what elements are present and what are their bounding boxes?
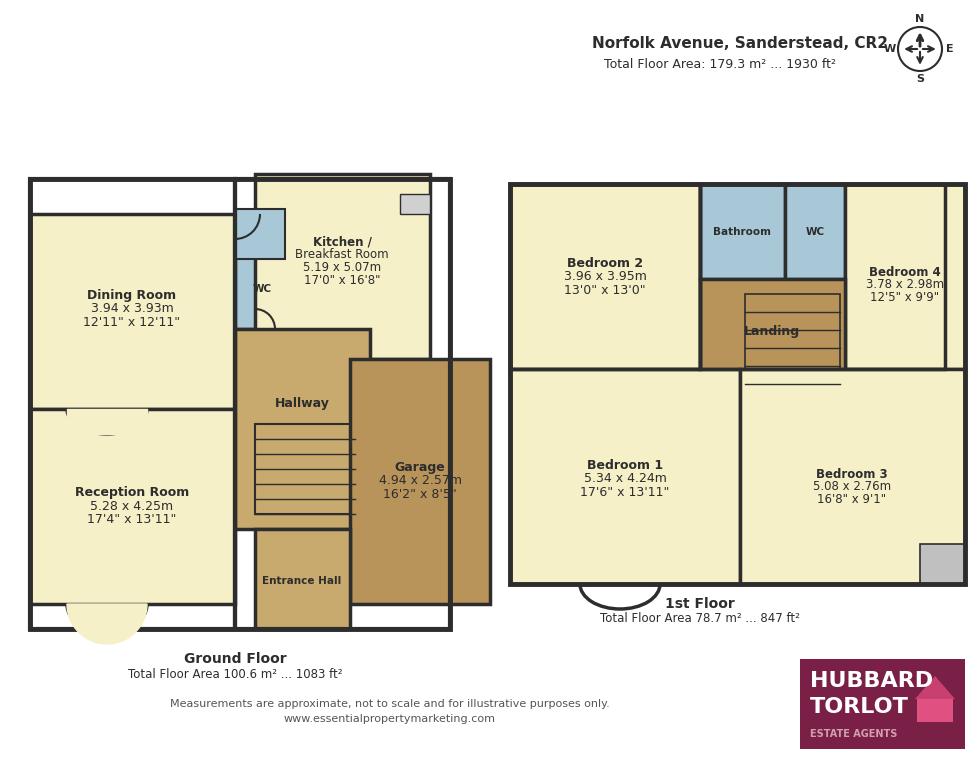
Bar [700, 279, 845, 389]
Text: Entrance Hall: Entrance Hall [263, 576, 342, 586]
Text: 5.34 x 4.24m: 5.34 x 4.24m [583, 473, 666, 486]
Text: Total Floor Area 100.6 m² ... 1083 ft²: Total Floor Area 100.6 m² ... 1083 ft² [127, 667, 342, 681]
Text: 3.78 x 2.98m: 3.78 x 2.98m [866, 279, 944, 291]
Bar [235, 249, 300, 329]
Text: 16'8" x 9'1": 16'8" x 9'1" [817, 493, 887, 506]
Text: ESTATE AGENTS: ESTATE AGENTS [810, 729, 898, 739]
Text: Garage: Garage [395, 461, 445, 474]
Bar [30, 179, 235, 629]
Text: 17'0" x 16'8": 17'0" x 16'8" [304, 274, 380, 287]
Text: Total Floor Area: 179.3 m² ... 1930 ft²: Total Floor Area: 179.3 m² ... 1930 ft² [604, 58, 836, 71]
Bar [30, 214, 235, 409]
Bar [30, 179, 450, 629]
Text: S: S [916, 74, 924, 84]
Bar [745, 294, 840, 384]
Bar [510, 184, 965, 584]
Text: N: N [915, 14, 924, 24]
Bar [235, 329, 370, 529]
Text: HUBBARD: HUBBARD [810, 671, 933, 691]
Polygon shape [915, 676, 955, 699]
Bar [510, 369, 740, 584]
Text: WC: WC [806, 227, 824, 237]
Bar [845, 184, 965, 369]
Text: 12'11" x 12'11": 12'11" x 12'11" [83, 316, 180, 329]
Bar [785, 184, 845, 279]
Text: 13'0" x 13'0": 13'0" x 13'0" [564, 284, 646, 297]
Text: W: W [884, 44, 896, 54]
Bar [700, 184, 945, 369]
Text: www.essentialpropertymarketing.com: www.essentialpropertymarketing.com [284, 714, 496, 724]
Text: E: E [946, 44, 954, 54]
Text: Bathroom: Bathroom [713, 227, 771, 237]
Text: 3.96 x 3.95m: 3.96 x 3.95m [564, 270, 647, 284]
Text: 5.08 x 2.76m: 5.08 x 2.76m [813, 480, 891, 493]
Text: 5.28 x 4.25m: 5.28 x 4.25m [90, 499, 173, 512]
Text: Norfolk Avenue, Sanderstead, CR2: Norfolk Avenue, Sanderstead, CR2 [592, 36, 888, 52]
Text: 4.94 x 2.57m: 4.94 x 2.57m [378, 474, 462, 487]
Bar [510, 184, 700, 369]
Bar [235, 209, 285, 259]
Text: Measurements are approximate, not to scale and for illustrative purposes only.: Measurements are approximate, not to sca… [171, 699, 610, 709]
Text: TORLOT: TORLOT [810, 697, 908, 717]
Bar [510, 184, 700, 369]
Bar [920, 544, 965, 584]
Text: WC: WC [253, 284, 271, 294]
Polygon shape [67, 604, 147, 644]
Text: 1st Floor: 1st Floor [665, 597, 735, 611]
Polygon shape [917, 699, 953, 722]
Text: 5.19 x 5.07m: 5.19 x 5.07m [303, 261, 381, 274]
Text: 3.94 x 3.93m: 3.94 x 3.93m [90, 303, 173, 316]
Bar [235, 179, 450, 629]
Bar [255, 174, 430, 359]
Text: Bedroom 3: Bedroom 3 [816, 468, 888, 480]
Text: Dining Room: Dining Room [87, 289, 176, 302]
Bar [740, 369, 965, 584]
Bar [800, 659, 965, 749]
Bar [350, 359, 490, 604]
Bar [700, 184, 785, 279]
Bar [30, 409, 235, 604]
Text: Bedroom 1: Bedroom 1 [587, 459, 663, 472]
Bar [400, 194, 430, 214]
Text: Hallway: Hallway [274, 398, 329, 411]
Text: Breakfast Room: Breakfast Room [295, 248, 389, 261]
Text: Reception Room: Reception Room [74, 486, 189, 499]
Bar [255, 424, 355, 514]
Text: Bedroom 2: Bedroom 2 [567, 257, 643, 270]
Text: 12'5" x 9'9": 12'5" x 9'9" [870, 291, 940, 304]
Bar [255, 529, 350, 629]
Text: Total Floor Area 78.7 m² ... 847 ft²: Total Floor Area 78.7 m² ... 847 ft² [600, 613, 800, 625]
Text: 17'6" x 13'11": 17'6" x 13'11" [580, 486, 669, 499]
Text: 17'4" x 13'11": 17'4" x 13'11" [87, 513, 176, 526]
Text: Ground Floor: Ground Floor [183, 652, 286, 666]
Text: Bedroom 4: Bedroom 4 [869, 266, 941, 279]
Text: 16'2" x 8'5": 16'2" x 8'5" [383, 488, 457, 501]
Text: Landing: Landing [744, 326, 800, 339]
Text: Kitchen /: Kitchen / [313, 235, 371, 248]
